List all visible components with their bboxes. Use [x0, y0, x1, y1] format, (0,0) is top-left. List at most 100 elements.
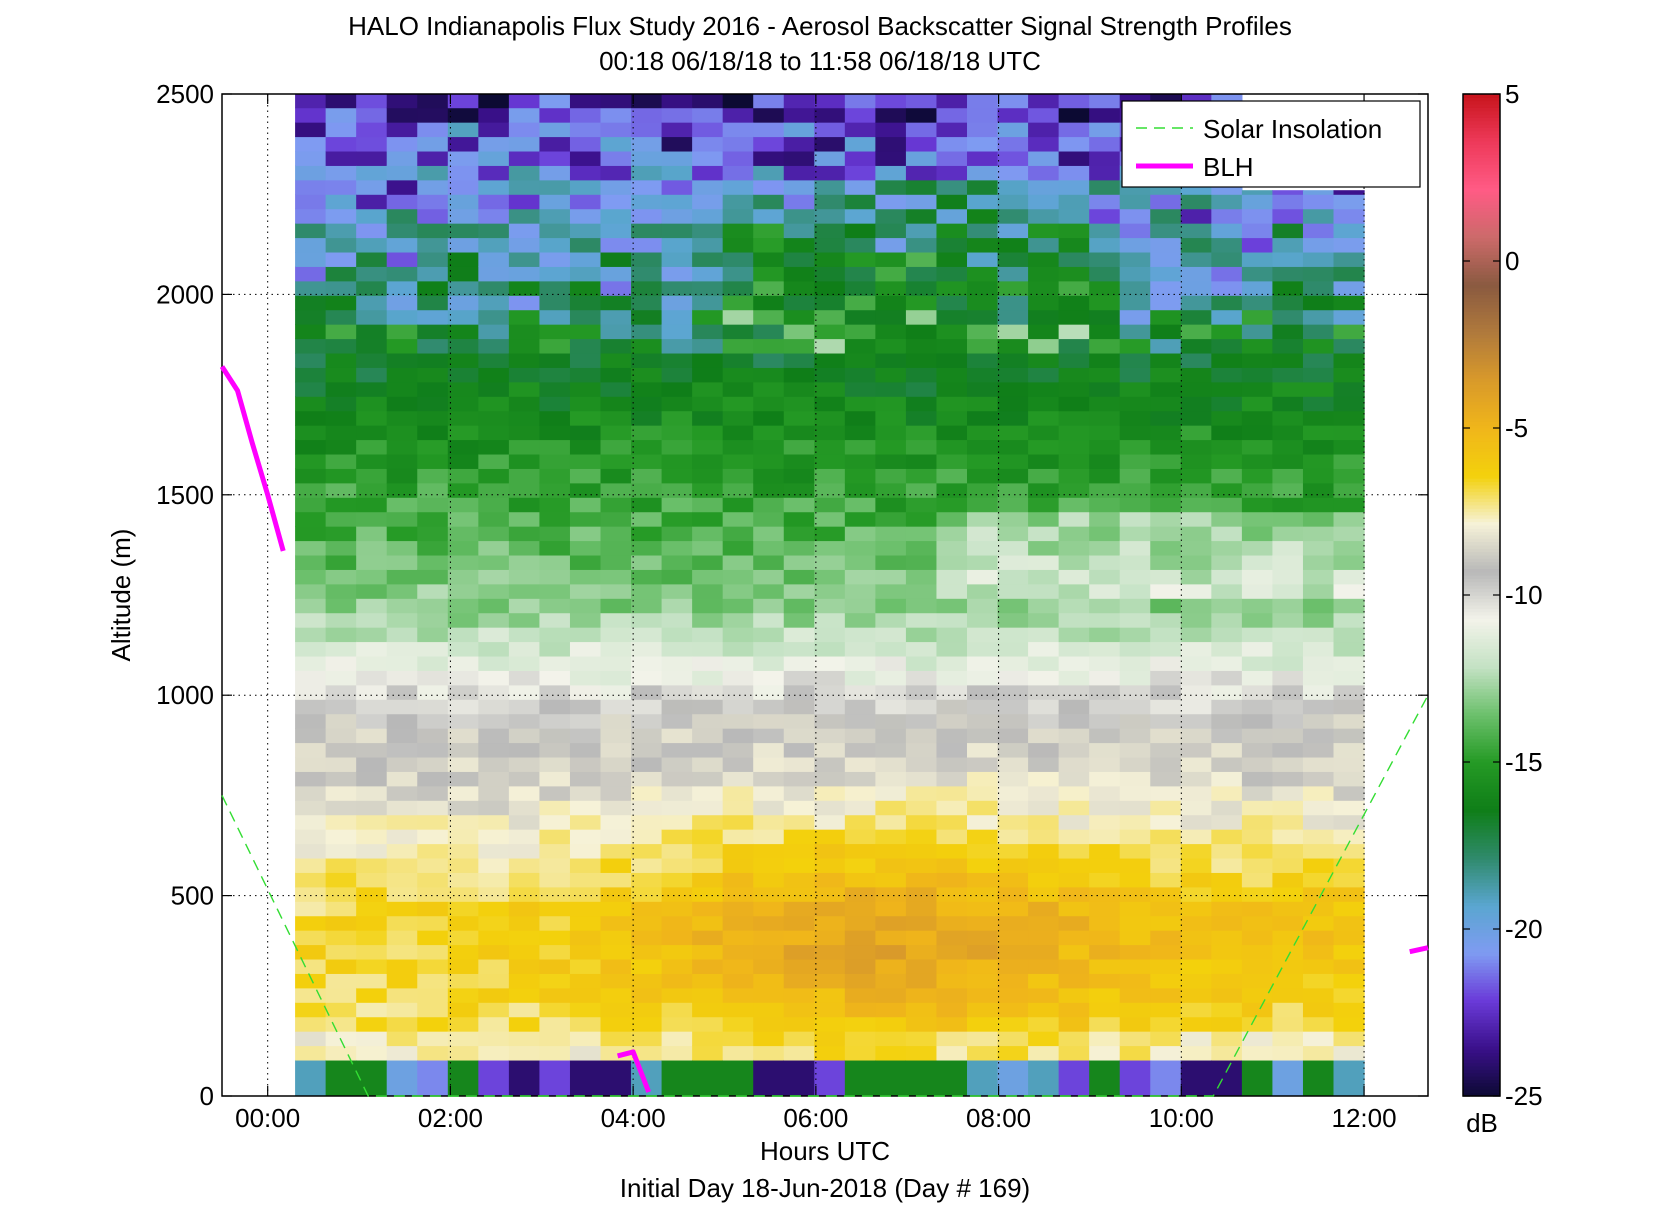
colorbar-segment [1463, 792, 1500, 796]
heatmap-cell [722, 266, 754, 282]
heatmap-cell [1119, 814, 1151, 830]
colorbar-segment [1463, 324, 1500, 329]
colorbar-segment [1463, 1002, 1500, 1007]
heatmap-cell [936, 1002, 968, 1018]
heatmap-cell [967, 699, 999, 715]
colorbar-segment [1463, 969, 1500, 974]
heatmap-cell [478, 915, 510, 931]
heatmap-cell [417, 94, 449, 109]
colorbar-segment [1463, 725, 1500, 730]
heatmap-cell [1058, 107, 1090, 123]
heatmap-cell [1241, 670, 1274, 686]
colorbar-segment [1463, 377, 1500, 382]
heatmap-cell [661, 857, 693, 873]
heatmap-cell [325, 194, 357, 210]
heatmap-cell [1302, 800, 1335, 816]
heatmap-cell [1272, 583, 1304, 599]
heatmap-cell [1333, 367, 1365, 383]
heatmap-cell [600, 973, 632, 989]
heatmap-cell [783, 251, 815, 267]
heatmap-cell [508, 641, 541, 657]
colorbar-segment [1463, 989, 1500, 994]
colorbar-segment [1463, 124, 1500, 128]
heatmap-cell [722, 829, 754, 845]
colorbar-segment [1463, 297, 1500, 302]
heatmap-cell [1058, 569, 1090, 585]
heatmap-cell [1211, 930, 1243, 946]
heatmap-cell [295, 1031, 327, 1047]
heatmap-cell [905, 453, 938, 469]
colorbar-segment [1463, 257, 1500, 262]
heatmap-cell [967, 511, 999, 527]
heatmap-cell [417, 944, 449, 960]
heatmap-cell [325, 251, 357, 267]
heatmap-cell [814, 194, 846, 210]
heatmap-cell [967, 107, 999, 123]
colorbar-segment [1463, 421, 1500, 426]
heatmap-cell [936, 901, 968, 917]
heatmap-cell [295, 641, 327, 657]
heatmap-cell [386, 1031, 418, 1047]
heatmap-cell [1150, 497, 1182, 513]
heatmap-cell [936, 425, 968, 441]
heatmap-cell [1333, 800, 1365, 816]
heatmap-cell [508, 973, 541, 989]
heatmap-cell [783, 742, 815, 758]
heatmap-cell [936, 713, 968, 729]
heatmap-cell [539, 410, 571, 426]
heatmap-cell [1028, 526, 1060, 542]
heatmap-cell [1180, 511, 1212, 527]
heatmap-cell [1241, 756, 1274, 772]
heatmap-cell [692, 742, 724, 758]
heatmap-cell [631, 511, 663, 527]
heatmap-cell [814, 237, 846, 253]
heatmap-cell [1119, 194, 1151, 210]
heatmap-cell [386, 324, 418, 340]
heatmap-cell [1058, 641, 1090, 657]
heatmap-cell [814, 309, 846, 325]
colorbar-segment [1463, 959, 1500, 963]
heatmap-cell [325, 814, 357, 830]
heatmap-cell [844, 901, 876, 917]
heatmap-cell [539, 713, 571, 729]
heatmap-cell [478, 684, 510, 700]
heatmap-cell [936, 179, 968, 195]
heatmap-cell [478, 107, 510, 123]
heatmap-cell [631, 150, 663, 166]
heatmap-cell [753, 150, 785, 166]
heatmap-cell [508, 886, 541, 902]
heatmap [295, 94, 1365, 1096]
heatmap-cell [356, 872, 388, 888]
heatmap-cell [631, 814, 663, 830]
heatmap-cell [1272, 526, 1304, 542]
heatmap-cell [1272, 425, 1304, 441]
heatmap-cell [295, 280, 327, 296]
heatmap-cell [936, 381, 968, 397]
colorbar-segment [1463, 428, 1500, 432]
heatmap-cell [631, 266, 663, 282]
heatmap-cell [1302, 843, 1335, 859]
heatmap-cell [1058, 295, 1090, 311]
heatmap-cell [997, 857, 1029, 873]
heatmap-cell [508, 266, 541, 282]
heatmap-cell [325, 381, 357, 397]
heatmap-cell [417, 843, 449, 859]
heatmap-cell [936, 107, 968, 123]
heatmap-cell [417, 136, 449, 152]
heatmap-cell [692, 713, 724, 729]
heatmap-cell [905, 179, 938, 195]
heatmap-cell [478, 829, 510, 845]
heatmap-cell [1150, 324, 1182, 340]
heatmap-cell [936, 944, 968, 960]
colorbar-segment [1463, 741, 1500, 746]
heatmap-cell [325, 165, 357, 181]
heatmap-cell [569, 136, 602, 152]
heatmap-cell [325, 1045, 357, 1061]
colorbar-segment [1463, 942, 1500, 947]
heatmap-cell [508, 453, 541, 469]
heatmap-cell [1180, 497, 1212, 513]
heatmap-cell [631, 410, 663, 426]
heatmap-cell [783, 627, 815, 643]
colorbar-segment [1463, 137, 1500, 142]
heatmap-cell [875, 208, 907, 224]
